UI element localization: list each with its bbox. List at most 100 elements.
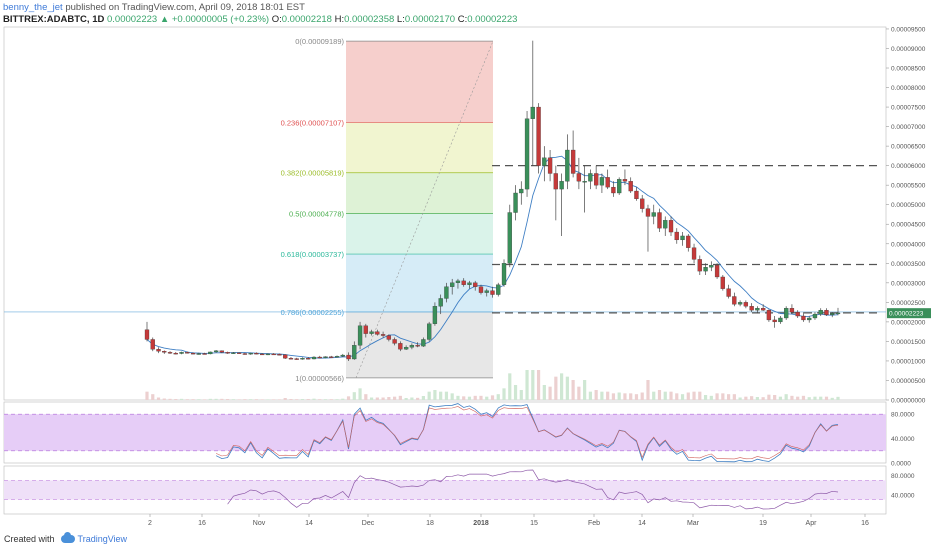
fib-zone <box>346 41 493 123</box>
x-tick-label: 14 <box>305 520 313 527</box>
candle-body <box>340 354 345 357</box>
x-tick-label: 2018 <box>473 520 489 527</box>
candle-body <box>663 220 668 229</box>
candle-body <box>680 235 685 241</box>
price-tick-label: 0.00005000 <box>891 202 926 209</box>
volume-bar <box>784 394 788 400</box>
candle-body <box>807 317 812 321</box>
candle-body <box>398 343 403 350</box>
candle-body <box>490 290 495 295</box>
candle-body <box>766 310 772 321</box>
volume-bar <box>179 398 184 400</box>
candle-body <box>703 267 708 272</box>
candle-body <box>432 306 438 324</box>
volume-bar <box>243 399 247 400</box>
candle-body <box>150 339 155 350</box>
volume-bar <box>542 385 546 400</box>
volume-bar <box>773 395 777 400</box>
candle-body <box>611 186 616 194</box>
candle-body <box>565 149 570 182</box>
volume-bar <box>513 385 518 400</box>
symbol-label[interactable]: BITTREX:ADABTC, 1D <box>3 14 105 25</box>
volume-bar <box>502 388 506 400</box>
fib-level-label: 0.382(0.00005819) <box>281 169 345 178</box>
volume-bar <box>485 396 489 400</box>
volume-bar <box>249 399 253 400</box>
volume-bar <box>698 391 702 400</box>
volume-bar <box>226 399 230 400</box>
volume-bar <box>721 393 725 400</box>
volume-bar <box>750 396 754 400</box>
volume-bar <box>231 399 235 400</box>
candle-body <box>450 282 455 287</box>
candle-body <box>686 235 691 248</box>
volume-bar <box>583 380 587 400</box>
volume-bar <box>548 386 552 400</box>
ohlc-line: BITTREX:ADABTC, 1D 0.00002223 ▲ +0.00000… <box>3 14 903 26</box>
candle-body <box>323 356 328 358</box>
volume-bar <box>300 399 305 400</box>
publish-info: published on TradingView.com, April 09, … <box>65 2 305 13</box>
candle-body <box>599 177 605 186</box>
brand-label: TradingView <box>77 534 128 544</box>
candle-body <box>726 288 731 297</box>
fib-level-label: 0.618(0.00003737) <box>281 250 345 259</box>
candle-body <box>455 280 461 283</box>
candle-body <box>576 173 582 182</box>
candle-body <box>760 308 766 311</box>
fib-level-label: 0.236(0.00007107) <box>281 118 345 127</box>
volume-bar <box>525 370 529 400</box>
volume-bar <box>151 394 155 400</box>
candle-body <box>236 352 242 354</box>
volume-bar <box>312 398 316 400</box>
candle-body <box>617 179 622 194</box>
price-tick-label: 0.00008000 <box>891 85 926 92</box>
candle-body <box>737 302 743 305</box>
candle-body <box>283 354 288 359</box>
volume-bar <box>767 394 771 400</box>
candle-body <box>507 212 512 264</box>
volume-bar <box>807 397 811 400</box>
candle-body <box>300 358 305 360</box>
volume-bar <box>669 391 673 400</box>
candle-body <box>818 310 823 315</box>
x-tick-label: 2 <box>148 520 152 527</box>
volume-bar <box>254 399 259 400</box>
volume-bar <box>393 396 397 400</box>
volume-bar <box>560 373 564 400</box>
author-link[interactable]: benny_the_jet <box>3 2 63 13</box>
candle-body <box>795 311 800 317</box>
candle-body <box>208 351 213 355</box>
volume-bar <box>836 396 840 400</box>
volume-bar <box>289 399 293 400</box>
high-label: H: <box>334 14 345 25</box>
indicator-1-tick-label: 80.0000 <box>891 412 915 419</box>
price-tick-label: 0.00006000 <box>891 163 926 170</box>
price-tick-label: 0.00005500 <box>891 183 926 190</box>
candle-body <box>311 356 317 360</box>
x-tick-label: 18 <box>426 520 434 527</box>
candle-body <box>329 356 334 358</box>
volume-bar <box>444 391 449 400</box>
volume-bar <box>473 395 477 400</box>
price-tick-label: 0.00002500 <box>891 300 926 307</box>
candle-body <box>242 353 248 355</box>
candle-body <box>524 118 530 190</box>
candle-body <box>778 317 783 323</box>
indicator-1-k-line <box>215 403 839 463</box>
candle-body <box>714 265 720 278</box>
candle-body <box>830 313 835 316</box>
volume-bar <box>496 394 500 400</box>
volume-bar <box>329 399 333 400</box>
x-tick-label: 16 <box>861 520 869 527</box>
price-tick-label: 0.00009000 <box>891 46 926 53</box>
candle-body <box>409 345 415 348</box>
tradingview-logo[interactable]: TradingView <box>60 532 128 544</box>
created-with-label: Created with <box>4 534 55 544</box>
price-change: ▲ +0.00000005 (+0.23%) <box>159 14 270 25</box>
volume-bar <box>168 398 172 400</box>
volume-bar <box>450 393 454 400</box>
candle-body <box>697 259 702 272</box>
candle-body <box>755 308 760 311</box>
